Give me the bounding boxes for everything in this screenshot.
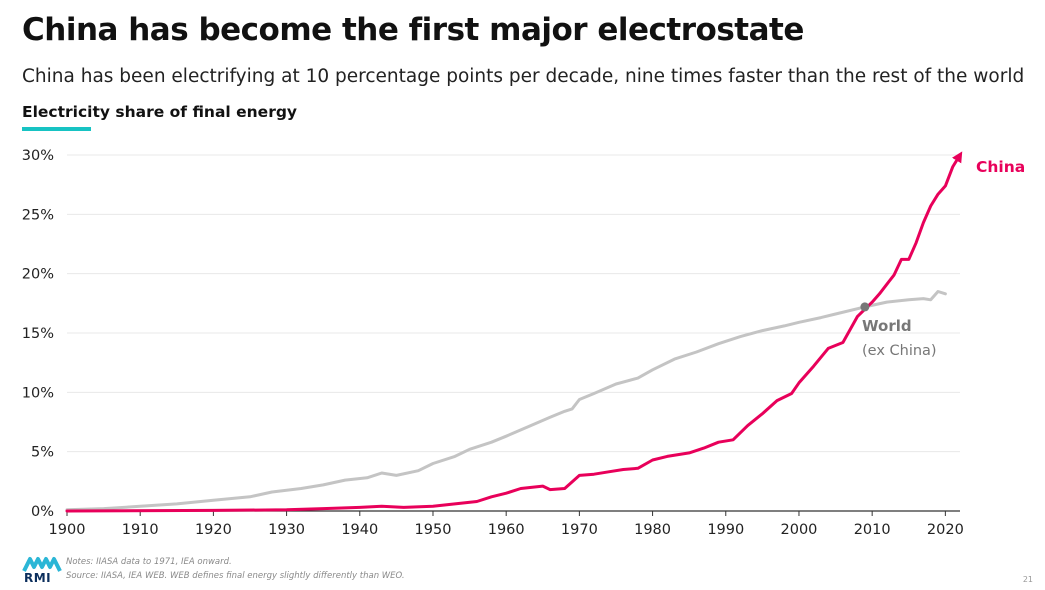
y-tick-label: 0%	[31, 504, 54, 520]
crossover-point-marker	[860, 302, 870, 312]
x-tick-label: 1940	[341, 522, 378, 538]
world-series-label: World	[862, 317, 912, 335]
source-text: Source: IIASA, IEA WEB. WEB defines fina…	[66, 571, 405, 581]
x-tick-label: 1920	[195, 522, 232, 538]
x-tick-label: 1990	[707, 522, 744, 538]
x-tick-label: 1970	[561, 522, 598, 538]
y-tick-label: 5%	[31, 445, 54, 461]
x-tick-label: 2010	[854, 522, 891, 538]
rmi-logo-text: RMI	[24, 571, 52, 585]
y-tick-label: 20%	[22, 267, 54, 283]
page-title: China has become the first major electro…	[22, 12, 804, 48]
y-tick-label: 30%	[22, 148, 54, 164]
x-tick-label: 1930	[268, 522, 305, 538]
china-series-label: China	[976, 158, 1025, 176]
x-tick-label: 1950	[415, 522, 452, 538]
chart-notes: Notes: IIASA data to 1971, IEA onward. S…	[66, 555, 405, 583]
chart-label-underline	[22, 127, 91, 131]
notes-text: Notes: IIASA data to 1971, IEA onward.	[66, 557, 232, 567]
y-tick-label: 25%	[22, 207, 54, 223]
x-tick-label: 1900	[49, 522, 86, 538]
y-tick-label: 10%	[22, 385, 54, 401]
x-tick-label: 1980	[634, 522, 671, 538]
chart-label: Electricity share of final energy	[22, 103, 298, 121]
y-tick-label: 15%	[22, 326, 54, 342]
page-number: 21	[1022, 575, 1033, 584]
rmi-logo-icon	[22, 557, 62, 572]
x-tick-label: 2020	[927, 522, 964, 538]
world-series-sublabel: (ex China)	[862, 343, 937, 359]
world-series-line	[65, 290, 947, 512]
x-tick-label: 2000	[781, 522, 818, 538]
x-tick-label: 1910	[122, 522, 159, 538]
x-tick-label: 1960	[488, 522, 525, 538]
page-subtitle: China has been electrifying at 10 percen…	[22, 66, 1025, 87]
china-series-line	[65, 151, 963, 513]
